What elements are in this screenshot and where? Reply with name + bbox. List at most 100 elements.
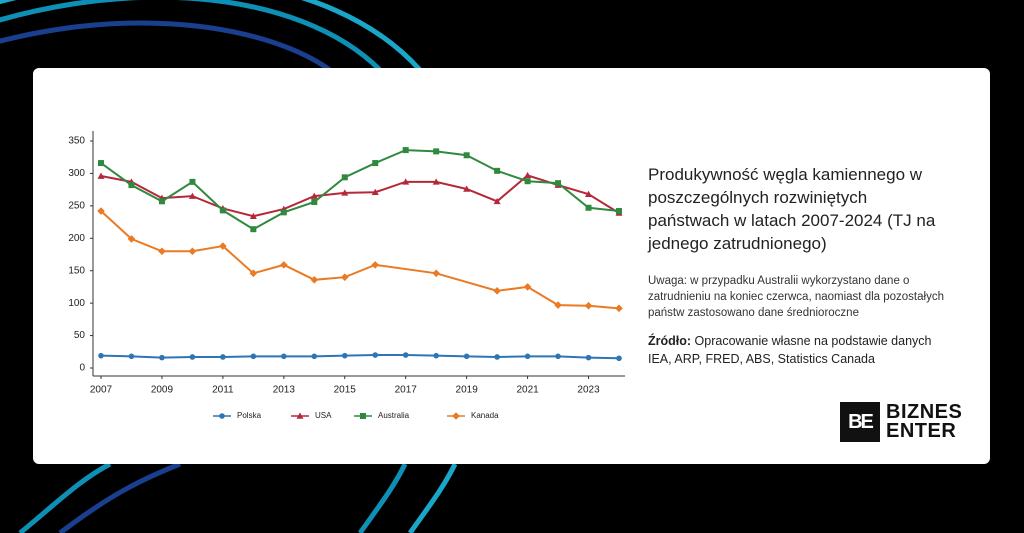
point [585, 204, 592, 211]
point [432, 269, 440, 278]
point [524, 353, 531, 360]
point [220, 354, 226, 360]
x-tick-label: 2013 [273, 385, 296, 396]
y-tick-label: 50 [74, 330, 86, 341]
point [433, 352, 439, 359]
point [219, 207, 226, 214]
series-line [100, 210, 620, 310]
point [249, 212, 257, 220]
point [524, 171, 532, 179]
point [372, 160, 379, 167]
legend-label: USA [315, 411, 332, 420]
x-tick-label: 2009 [151, 385, 174, 396]
logo-line: ENTER [886, 420, 957, 442]
point [371, 261, 380, 269]
point [371, 188, 379, 196]
point [280, 209, 287, 216]
y-tick-label: 100 [68, 298, 85, 309]
legend-label: Australia [378, 411, 410, 420]
point [159, 354, 165, 361]
point [310, 192, 318, 199]
point [281, 353, 287, 360]
point [158, 198, 165, 205]
point [340, 273, 349, 281]
y-tick-label: 300 [68, 168, 85, 179]
point [555, 180, 562, 187]
x-tick-label: 2011 [212, 385, 234, 396]
x-tick-label: 2021 [516, 385, 539, 396]
legend-label: Polska [237, 411, 262, 420]
point [555, 353, 561, 360]
point [310, 275, 319, 284]
chart-title: Produkywność węgla kamiennego w poszczeg… [648, 165, 936, 253]
x-tick-label: 2007 [90, 385, 113, 396]
point [524, 178, 531, 185]
point [249, 269, 258, 278]
point [554, 301, 562, 309]
point [463, 353, 470, 360]
point [311, 353, 318, 360]
point [97, 172, 105, 179]
point [494, 167, 501, 174]
point [616, 208, 622, 215]
point [250, 226, 257, 233]
logo-icon: BE [840, 402, 880, 442]
y-tick-label: 350 [68, 136, 85, 147]
point [188, 192, 196, 199]
point [128, 353, 135, 360]
point [311, 198, 318, 205]
note: Uwaga: w przypadku Australii wykorzystan… [648, 275, 944, 319]
y-tick-label: 250 [68, 200, 85, 211]
point [493, 197, 501, 205]
y-tick-label: 200 [68, 233, 85, 244]
logo: BE BIZNES ENTER [840, 402, 962, 442]
point [433, 148, 440, 155]
legend-marker [296, 412, 304, 419]
point [219, 242, 227, 250]
point [585, 354, 592, 361]
x-tick-label: 2019 [456, 385, 479, 396]
card: 0 50 100 150 200 250 300 350 2007 2009 2011 2013 201… [33, 68, 990, 464]
source-text: Opracowanie własne na podstawie danych I… [648, 334, 932, 366]
point [128, 182, 135, 189]
logo-line: BIZNES [886, 401, 963, 423]
point [494, 354, 500, 360]
point [98, 160, 104, 167]
point [463, 185, 471, 192]
point [432, 178, 440, 185]
point [463, 152, 470, 159]
source: Źródło: Opracowanie własne na podstawie … [648, 332, 958, 368]
y-tick-label: 150 [68, 265, 85, 276]
point [189, 178, 196, 185]
series-line [100, 354, 620, 360]
point [341, 174, 348, 181]
y-tick-label: 0 [79, 363, 85, 374]
point [188, 247, 197, 256]
point [585, 190, 593, 197]
legend-marker [360, 413, 366, 419]
point [280, 261, 288, 269]
series-line [100, 174, 620, 218]
legend-label: Kanada [471, 411, 499, 420]
point [493, 287, 501, 295]
point [615, 304, 623, 313]
point [158, 247, 166, 256]
point [523, 283, 532, 291]
point [250, 353, 257, 360]
point [402, 352, 409, 358]
point [402, 178, 410, 185]
point [97, 207, 105, 215]
source-label: Źródło: [648, 334, 692, 348]
point [98, 352, 104, 359]
point [372, 352, 379, 358]
legend-marker [452, 412, 460, 420]
point [127, 235, 136, 243]
point [341, 352, 348, 359]
x-tick-label: 2023 [577, 385, 600, 396]
series-line [100, 149, 620, 231]
x-tick-label: 2015 [334, 385, 357, 396]
point [402, 147, 409, 154]
x-tick-label: 2017 [395, 385, 418, 396]
